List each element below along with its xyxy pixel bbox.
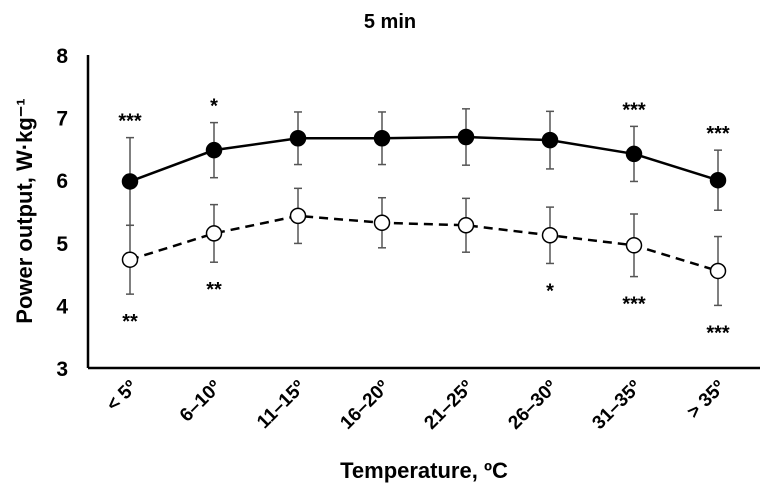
significance-annotation: * (546, 280, 554, 302)
x-tick-label: 6–10º (176, 377, 226, 427)
significance-annotation: *** (118, 111, 142, 133)
x-tick-label: 11–15º (253, 377, 309, 433)
series-line-1 (129, 214, 719, 273)
data-point (289, 130, 307, 147)
y-tick-label: 4 (56, 295, 68, 318)
y-tick-label: 6 (56, 170, 68, 193)
x-tick-label: < 5º (103, 377, 142, 416)
data-point (625, 145, 643, 163)
data-point (373, 214, 391, 232)
x-tick-label: > 35º (683, 377, 729, 423)
y-tick-label: 7 (56, 108, 68, 131)
y-tick-label: 3 (56, 358, 68, 381)
significance-annotation: * (210, 96, 218, 118)
x-tick-label: 16–20º (336, 377, 393, 434)
x-axis-label: Temperature, ºC (340, 458, 508, 483)
data-point (709, 171, 727, 189)
data-point (121, 173, 139, 190)
x-tick-label: 26–30º (504, 377, 561, 434)
y-tick-label: 8 (56, 45, 68, 68)
significance-annotation: *** (622, 294, 646, 316)
data-point (205, 225, 223, 242)
significance-annotation: *** (622, 99, 646, 121)
chart-title: 5 min (364, 11, 416, 33)
data-point (121, 251, 139, 268)
data-point (289, 207, 307, 225)
data-point (625, 237, 643, 254)
data-point (205, 141, 223, 159)
significance-annotation: *** (706, 322, 730, 344)
data-point (457, 217, 475, 234)
series-line-0 (129, 135, 719, 183)
data-point (541, 131, 559, 149)
significance-annotation: ** (206, 279, 222, 301)
x-tick-label: 21–25º (420, 377, 477, 434)
y-axis-label: Power output, W·kg⁻¹ (12, 98, 37, 323)
data-point (457, 128, 475, 146)
data-point (373, 130, 391, 147)
significance-annotation: *** (706, 123, 730, 145)
y-tick-label: 5 (56, 233, 68, 256)
significance-annotation: ** (122, 311, 138, 333)
x-tick-label: 31–35º (588, 377, 645, 434)
data-point (541, 227, 559, 244)
data-point (709, 262, 727, 280)
